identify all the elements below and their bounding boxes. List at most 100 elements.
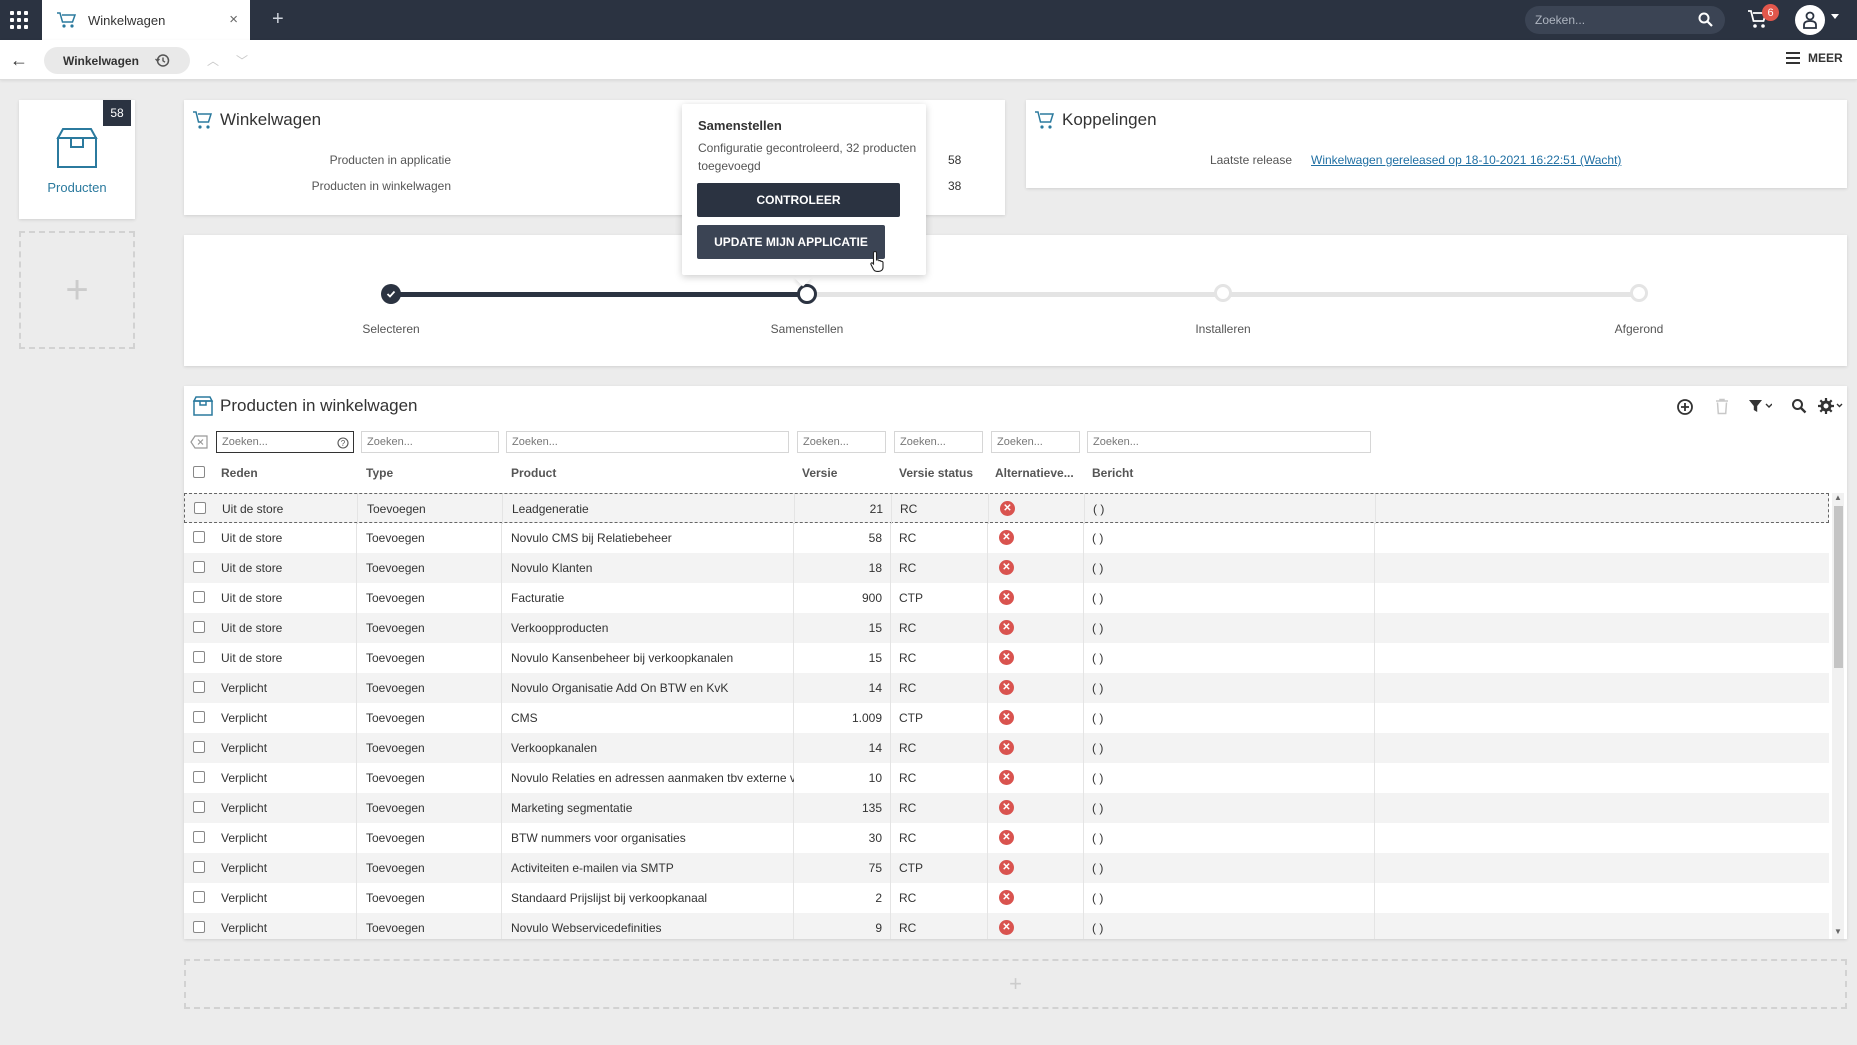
progress-stepper: Selecteren Samenstellen Installeren Afge… xyxy=(184,235,1847,366)
clear-filters-icon[interactable] xyxy=(190,435,208,449)
add-tile-button[interactable]: + xyxy=(19,231,135,349)
row-checkbox[interactable] xyxy=(193,831,205,843)
table-row[interactable]: Uit de store Toevoegen Facturatie 900 CTP ✕ ( … xyxy=(184,583,1829,613)
cell-bericht: ( ) xyxy=(1092,651,1104,665)
products-table-panel: Producten in winkelwagen ? Reden Type Pr… xyxy=(184,386,1847,939)
check-button[interactable]: CONTROLEER xyxy=(697,183,900,217)
filter-product-input[interactable] xyxy=(506,431,789,453)
latest-release-link[interactable]: Winkelwagen gereleased op 18-10-2021 16:… xyxy=(1311,153,1622,167)
panel-title: Producten in winkelwagen xyxy=(192,395,418,417)
scroll-down-icon[interactable]: ▼ xyxy=(1834,927,1842,936)
help-icon[interactable]: ? xyxy=(337,437,349,449)
update-application-button[interactable]: UPDATE MIJN APPLICATIE xyxy=(697,225,885,259)
table-row[interactable]: Verplicht Toevoegen Activiteiten e-mailen … xyxy=(184,853,1829,883)
column-header-alternatieve[interactable]: Alternatieve... xyxy=(995,466,1074,480)
step-label[interactable]: Afgerond xyxy=(1614,322,1664,336)
column-divider xyxy=(356,523,357,553)
previous-record-button[interactable]: ︿ xyxy=(207,54,220,68)
step-label[interactable]: Samenstellen xyxy=(770,322,844,336)
table-row[interactable]: Verplicht Toevoegen Verkoopkanalen 14 RC ✕ ( ) xyxy=(184,733,1829,763)
avatar[interactable] xyxy=(1795,5,1825,35)
row-checkbox[interactable] xyxy=(193,891,205,903)
row-checkbox[interactable] xyxy=(193,921,205,933)
filter-bericht-input[interactable] xyxy=(1087,431,1371,453)
cell-product: BTW nummers voor organisaties xyxy=(511,831,686,845)
table-row[interactable]: Verplicht Toevoegen Novulo Relaties en adr… xyxy=(184,763,1829,793)
column-header-bericht[interactable]: Bericht xyxy=(1092,466,1134,480)
table-row[interactable]: Uit de store Toevoegen Novulo Kansenbeheer… xyxy=(184,643,1829,673)
filter-alternatieve-input[interactable] xyxy=(991,431,1080,453)
row-checkbox[interactable] xyxy=(193,741,205,753)
column-header-reden[interactable]: Reden xyxy=(221,466,258,480)
table-row[interactable]: Uit de store Toevoegen Leadgeneratie 21 RC ✕ (… xyxy=(184,493,1829,524)
select-all-checkbox[interactable] xyxy=(193,466,205,478)
row-checkbox[interactable] xyxy=(193,711,205,723)
row-checkbox[interactable] xyxy=(193,801,205,813)
row-checkbox[interactable] xyxy=(193,531,205,543)
breadcrumb[interactable]: Winkelwagen xyxy=(44,47,190,74)
row-checkbox[interactable] xyxy=(193,591,205,603)
table-row[interactable]: Uit de store Toevoegen Novulo Klanten 18 RC ✕… xyxy=(184,553,1829,583)
filter-versie-input[interactable] xyxy=(797,431,886,453)
filter-type-input[interactable] xyxy=(361,431,499,453)
scroll-up-icon[interactable]: ▲ xyxy=(1834,493,1842,502)
row-checkbox[interactable] xyxy=(193,561,205,573)
close-icon[interactable]: × xyxy=(229,11,238,28)
error-x-icon: ✕ xyxy=(999,590,1014,605)
column-header-versie[interactable]: Versie xyxy=(802,466,838,480)
column-header-versie-status[interactable]: Versie status xyxy=(899,466,974,480)
add-circle-icon[interactable] xyxy=(1676,398,1694,416)
cell-versie: 15 xyxy=(868,621,882,635)
table-row[interactable]: Verplicht Toevoegen CMS 1.009 CTP ✕ ( ) xyxy=(184,703,1829,733)
row-checkbox[interactable] xyxy=(193,861,205,873)
history-icon[interactable] xyxy=(155,53,170,68)
column-divider xyxy=(1083,793,1084,823)
filter-icon[interactable] xyxy=(1748,398,1772,414)
panel-title: Winkelwagen xyxy=(192,110,321,130)
products-in-cart-label: Producten in winkelwagen xyxy=(311,179,451,193)
column-header-product[interactable]: Product xyxy=(511,466,557,480)
table-row[interactable]: Uit de store Toevoegen Verkoopproducten 15 R… xyxy=(184,613,1829,643)
column-divider xyxy=(1083,523,1084,553)
cell-bericht: ( ) xyxy=(1092,891,1104,905)
trash-icon[interactable] xyxy=(1715,398,1729,415)
filter-versie-status-input[interactable] xyxy=(894,431,983,453)
column-divider xyxy=(1083,823,1084,853)
cell-reden: Uit de store xyxy=(221,651,283,665)
more-menu-button[interactable]: MEER xyxy=(1786,51,1843,65)
scrollbar-thumb[interactable] xyxy=(1834,506,1843,668)
row-checkbox[interactable] xyxy=(193,651,205,663)
table-row[interactable]: Verplicht Toevoegen BTW nummers voor organ… xyxy=(184,823,1829,853)
step-label[interactable]: Selecteren xyxy=(362,322,420,336)
tab-winkelwagen[interactable]: Winkelwagen × xyxy=(42,0,250,40)
new-tab-button[interactable]: + xyxy=(272,8,284,30)
search-icon[interactable] xyxy=(1698,12,1713,27)
back-arrow-icon[interactable]: ← xyxy=(10,50,28,70)
column-divider xyxy=(793,823,794,853)
row-checkbox[interactable] xyxy=(193,621,205,633)
table-row[interactable]: Verplicht Toevoegen Novulo Webservicedefin… xyxy=(184,913,1829,939)
table-row[interactable]: Verplicht Toevoegen Marketing segmentatie 1… xyxy=(184,793,1829,823)
cell-reden: Verplicht xyxy=(221,711,268,725)
table-row[interactable]: Verplicht Toevoegen Standaard Prijslijst b… xyxy=(184,883,1829,913)
table-row[interactable]: Uit de store Toevoegen Novulo CMS bij Rela… xyxy=(184,523,1829,553)
cell-versie: 2 xyxy=(875,891,882,905)
column-header-type[interactable]: Type xyxy=(366,466,394,480)
apps-grid-icon[interactable] xyxy=(0,0,38,40)
next-record-button[interactable]: ﹀ xyxy=(236,54,249,68)
row-checkbox[interactable] xyxy=(194,502,206,514)
cell-versie: 1.009 xyxy=(851,711,882,725)
row-checkbox[interactable] xyxy=(193,771,205,783)
search-icon[interactable] xyxy=(1791,398,1807,414)
column-divider xyxy=(890,883,891,913)
settings-gear-icon[interactable] xyxy=(1817,397,1843,415)
row-checkbox[interactable] xyxy=(193,681,205,693)
table-row[interactable]: Verplicht Toevoegen Novulo Organisatie Add… xyxy=(184,673,1829,703)
search-input[interactable] xyxy=(1535,13,1695,27)
filter-reden-input[interactable] xyxy=(216,431,354,453)
add-panel-button[interactable]: + xyxy=(184,959,1847,1009)
step-label[interactable]: Installeren xyxy=(1195,322,1251,336)
step-pending-icon xyxy=(1630,284,1648,302)
column-divider xyxy=(1083,673,1084,703)
chevron-down-icon[interactable] xyxy=(1831,14,1839,19)
